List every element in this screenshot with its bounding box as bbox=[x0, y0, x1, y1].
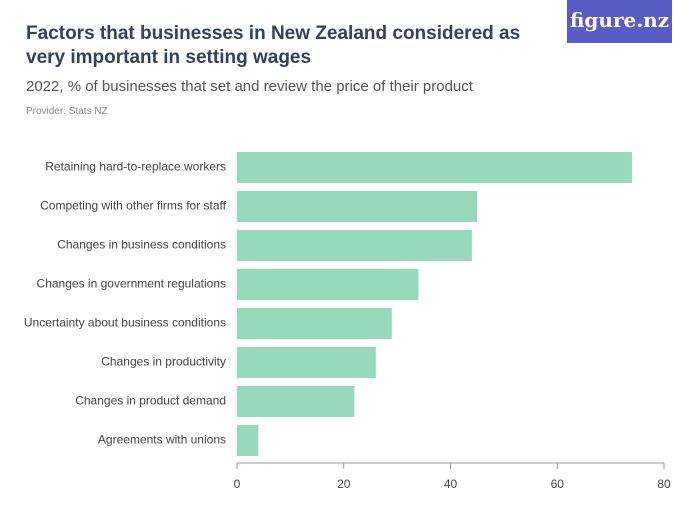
bar bbox=[237, 425, 259, 456]
x-tick-label: 40 bbox=[444, 477, 458, 491]
x-tick-label: 20 bbox=[337, 477, 351, 491]
provider: Provider: Stats NZ bbox=[26, 106, 108, 117]
bar bbox=[237, 269, 419, 300]
y-tick-label: Retaining hard-to-replace workers bbox=[45, 160, 226, 174]
y-tick-label: Changes in government regulations bbox=[37, 277, 226, 291]
y-tick-label: Uncertainty about business conditions bbox=[24, 316, 226, 330]
y-tick-label: Changes in product demand bbox=[75, 394, 226, 408]
logo[interactable]: figure.nz bbox=[567, 0, 672, 43]
bar bbox=[237, 308, 392, 339]
bar bbox=[237, 347, 376, 378]
y-tick-label: Changes in business conditions bbox=[57, 238, 226, 252]
y-tick-label: Changes in productivity bbox=[101, 355, 226, 369]
chart-title: Factors that businesses in New Zealand c… bbox=[26, 23, 521, 68]
x-tick-label: 60 bbox=[551, 477, 565, 491]
x-tick-label: 80 bbox=[657, 477, 671, 491]
bar bbox=[237, 230, 472, 261]
bar bbox=[237, 386, 355, 417]
y-tick-label: Competing with other firms for staff bbox=[40, 199, 227, 213]
x-tick-label: 0 bbox=[234, 477, 241, 491]
bar bbox=[237, 152, 632, 183]
bar bbox=[237, 191, 478, 222]
y-tick-label: Agreements with unions bbox=[98, 433, 226, 447]
chart-subtitle: 2022, % of businesses that set and revie… bbox=[26, 78, 473, 95]
